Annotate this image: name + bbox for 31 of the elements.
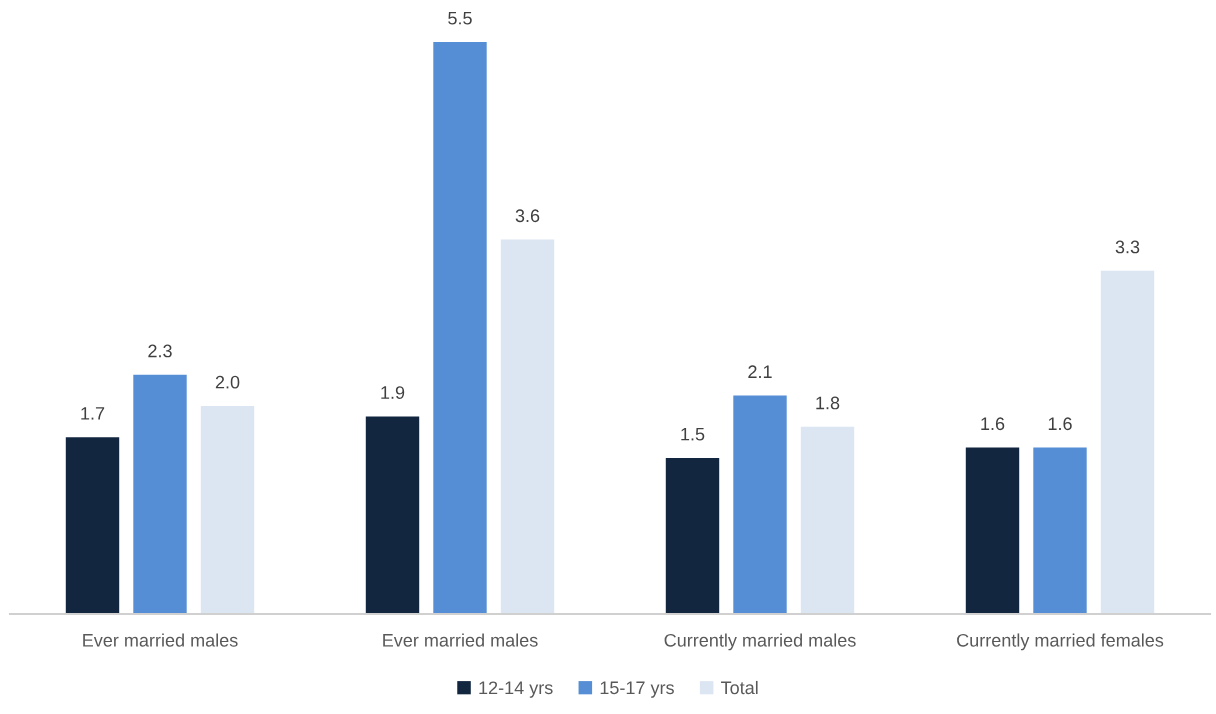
data-label: 1.6 (981, 417, 1005, 431)
data-label: 1.6 (1048, 417, 1072, 431)
data-label: 3.6 (515, 209, 540, 223)
bar (133, 374, 187, 614)
x-tick-label: Currently married females (957, 633, 1164, 651)
data-label: 1.7 (81, 407, 105, 420)
data-label: 1.5 (681, 427, 705, 441)
bar (733, 395, 787, 614)
data-label: 2.1 (748, 365, 772, 378)
legend-label: 12-14 yrs (479, 681, 553, 698)
bar (200, 406, 255, 614)
bar (500, 239, 555, 614)
x-tick-label: Currently married males (664, 633, 856, 651)
bar (965, 447, 1020, 614)
bar (1033, 447, 1087, 614)
bar (365, 416, 420, 614)
data-label: 2.0 (215, 375, 240, 389)
data-label: 5.5 (448, 11, 472, 25)
bar (1100, 270, 1155, 614)
x-tick-label: Ever married males (383, 633, 538, 647)
legend-label: Total (721, 680, 758, 695)
data-label: 3.3 (1115, 240, 1140, 254)
bar (665, 458, 720, 614)
legend-label: 15-17 yrs (600, 681, 674, 698)
bar (433, 42, 487, 614)
bar (800, 426, 855, 614)
data-label: 1.9 (381, 386, 405, 399)
data-label: 1.8 (816, 396, 840, 410)
bar (65, 437, 120, 614)
data-label: 2.3 (148, 344, 172, 358)
x-tick-label: Ever married males (83, 633, 238, 647)
